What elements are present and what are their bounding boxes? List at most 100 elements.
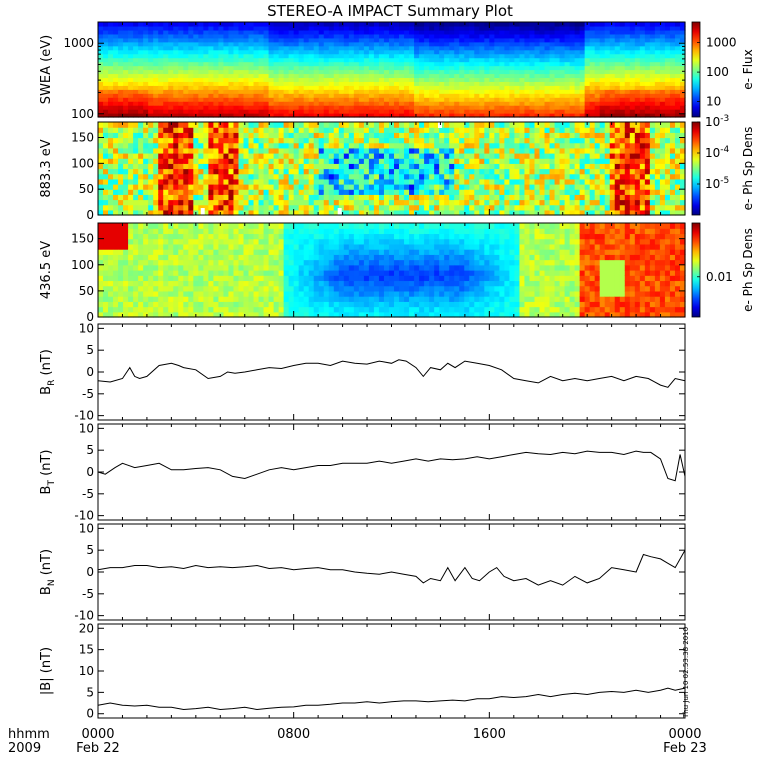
heatmap-cell: [228, 77, 235, 82]
heatmap-cell: [123, 153, 129, 159]
heatmap-cell: [343, 22, 350, 27]
heatmap-cell: [178, 178, 184, 185]
heatmap-cell: [383, 194, 390, 201]
heatmap-cell: [454, 89, 460, 94]
heatmap-cell: [569, 132, 576, 139]
heatmap-cell: [223, 127, 230, 133]
heatmap-cell: [394, 25, 400, 31]
heatmap-cell: [399, 189, 405, 195]
heatmap-cell: [409, 168, 415, 175]
heatmap-cell: [278, 147, 285, 154]
heatmap-cell: [253, 53, 260, 59]
heatmap-cell: [629, 61, 636, 67]
heatmap-cell: [323, 81, 330, 86]
heatmap-cell: [449, 73, 455, 79]
heatmap-cell: [338, 53, 345, 59]
heatmap-cell: [223, 199, 230, 206]
heatmap-cell: [183, 142, 189, 149]
heatmap-cell: [464, 25, 470, 31]
heatmap-cell: [394, 65, 400, 71]
heatmap-cell: [273, 61, 280, 67]
heatmap-cell: [143, 41, 149, 47]
heatmap-cell: [318, 29, 325, 35]
heatmap-cell: [434, 184, 440, 190]
heatmap-cell: [654, 189, 661, 195]
heatmap-cell: [343, 127, 350, 133]
heatmap-cell: [328, 189, 335, 195]
heatmap-cell: [539, 109, 546, 114]
heatmap-cell: [419, 168, 425, 175]
heatmap-cell: [614, 97, 621, 102]
heatmap-cell: [233, 97, 240, 102]
heatmap-cell: [584, 194, 591, 201]
heatmap-cell: [328, 127, 335, 133]
heatmap-cell: [569, 69, 576, 75]
heatmap-cell: [514, 85, 521, 90]
heatmap-cell: [188, 127, 194, 133]
heatmap-cell: [243, 158, 250, 164]
heatmap-cell: [449, 122, 455, 128]
heatmap-cell: [223, 33, 230, 39]
heatmap-cell: [253, 25, 260, 31]
heatmap-cell: [283, 37, 290, 43]
heatmap-cell: [554, 22, 561, 27]
heatmap-cell: [108, 93, 114, 98]
heatmap-cell: [388, 199, 395, 206]
heatmap-cell: [133, 97, 139, 102]
heatmap-cell: [228, 168, 235, 175]
heatmap-cell: [133, 29, 139, 35]
heatmap-cell: [173, 57, 179, 63]
heatmap-cell: [664, 93, 671, 98]
heatmap-cell: [624, 158, 631, 164]
heatmap-cell: [253, 61, 260, 67]
heatmap-cell: [574, 109, 581, 114]
heatmap-cell: [188, 53, 194, 59]
heatmap-cell: [133, 53, 139, 59]
heatmap-cell: [318, 77, 325, 82]
heatmap-cell: [278, 85, 285, 90]
heatmap-cell: [604, 93, 611, 98]
heatmap-cell: [353, 101, 360, 106]
heatmap-cell: [464, 81, 470, 86]
heatmap-cell: [679, 173, 686, 180]
heatmap-cell: [228, 97, 235, 102]
heatmap-cell: [404, 142, 410, 149]
heatmap-cell: [444, 81, 450, 86]
heatmap-cell: [318, 153, 325, 159]
heatmap-cell: [228, 163, 235, 170]
heatmap-cell: [464, 65, 470, 71]
heatmap-cell: [373, 163, 380, 170]
heatmap-cell: [303, 194, 310, 201]
heatmap-cell: [564, 163, 571, 170]
heatmap-cell: [343, 25, 350, 31]
heatmap-cell: [669, 132, 676, 139]
heatmap-cell: [609, 97, 616, 102]
heatmap-cell: [118, 189, 124, 195]
heatmap-cell: [644, 194, 651, 201]
heatmap-cell: [539, 97, 546, 102]
heatmap-cell: [579, 178, 586, 185]
heatmap-cell: [283, 22, 290, 27]
heatmap-cell: [439, 57, 445, 63]
heatmap-cell: [168, 204, 174, 211]
heatmap-cell: [449, 22, 455, 27]
heatmap-cell: [118, 132, 124, 139]
heatmap-cell: [394, 29, 400, 35]
heatmap-cell: [133, 93, 139, 98]
heatmap-cell: [654, 45, 661, 51]
heatmap-cell: [363, 184, 370, 190]
heatmap-cell: [168, 85, 174, 90]
heatmap-cell: [103, 49, 109, 55]
heatmap-cell: [383, 57, 390, 63]
heatmap-cell: [549, 101, 556, 106]
heatmap-cell: [449, 81, 455, 86]
heatmap-cell: [203, 173, 209, 180]
heatmap-cell: [218, 209, 225, 216]
heatmap-cell: [203, 158, 209, 164]
heatmap-cell: [283, 147, 290, 154]
heatmap-cell: [669, 163, 676, 170]
heatmap-cell: [368, 142, 375, 149]
heatmap-cell: [489, 122, 495, 128]
heatmap-cell: [308, 194, 315, 201]
